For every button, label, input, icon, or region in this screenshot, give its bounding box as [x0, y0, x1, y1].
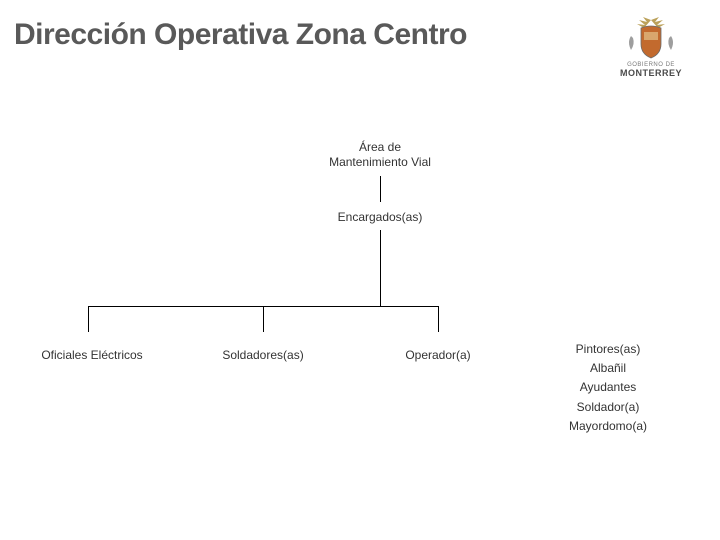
role-item: Mayordomo(a) [553, 417, 663, 436]
org-node-area: Área de Mantenimiento Vial [320, 140, 440, 170]
role-item: Soldador(a) [553, 398, 663, 417]
connector-drop-1 [88, 306, 89, 332]
logo-bottom-text: MONTERREY [616, 68, 686, 78]
role-item: Ayudantes [553, 378, 663, 397]
crest-icon [625, 14, 677, 60]
org-node-area-line2: Mantenimiento Vial [320, 155, 440, 170]
role-item: Pintores(as) [553, 340, 663, 359]
role-item: Albañil [553, 359, 663, 378]
org-node-encargados: Encargados(as) [330, 210, 430, 225]
page-title: Dirección Operativa Zona Centro [14, 18, 467, 52]
roles-list: Pintores(as) Albañil Ayudantes Soldador(… [553, 340, 663, 436]
connector-vert-2 [380, 230, 381, 306]
org-node-soldadores: Soldadores(as) [218, 348, 308, 363]
org-node-operador: Operador(a) [398, 348, 478, 363]
connector-drop-3 [438, 306, 439, 332]
org-node-oficiales: Oficiales Eléctricos [32, 348, 152, 363]
gov-logo: GOBIERNO DE MONTERREY [616, 14, 686, 78]
org-node-area-line1: Área de [320, 140, 440, 155]
connector-drop-2 [263, 306, 264, 332]
connector-vert-1 [380, 176, 381, 202]
